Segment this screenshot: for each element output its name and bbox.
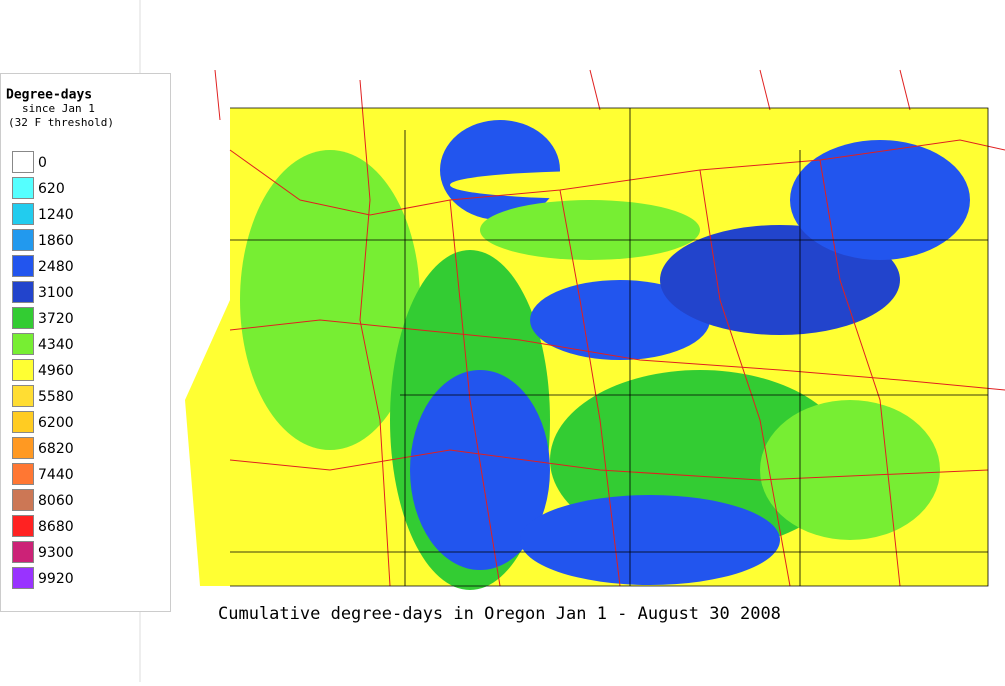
region — [410, 370, 550, 570]
legend-swatch — [12, 203, 34, 225]
coast — [185, 300, 230, 586]
region — [480, 200, 700, 260]
legend-label: 6820 — [38, 441, 74, 457]
legend-label: 620 — [38, 181, 65, 197]
region — [530, 280, 710, 360]
legend-title: Degree-days — [6, 88, 92, 103]
region — [760, 400, 940, 540]
boundaries — [230, 107, 989, 587]
legend-label: 4340 — [38, 337, 74, 353]
legend-label: 8060 — [38, 493, 74, 509]
legend-swatch — [12, 411, 34, 433]
legend-swatch — [12, 333, 34, 355]
legend-swatch — [12, 515, 34, 537]
legend-swatch — [12, 385, 34, 407]
legend-items: 0 620 1240 1860 2480 3100 3720 4340 4960 5580 6200… — [12, 151, 74, 589]
legend-swatch — [12, 463, 34, 485]
region — [240, 150, 420, 450]
legend-swatch — [12, 359, 34, 381]
legend-swatch — [12, 177, 34, 199]
region — [790, 140, 970, 260]
legend-label: 6200 — [38, 415, 74, 431]
legend-swatch — [12, 229, 34, 251]
legend-label: 5580 — [38, 389, 74, 405]
legend-label: 3720 — [38, 311, 74, 327]
map-caption: Cumulative degree-days in Oregon Jan 1 -… — [218, 604, 781, 624]
region — [520, 495, 780, 585]
legend-label: 9920 — [38, 571, 74, 587]
legend-label: 4960 — [38, 363, 74, 379]
legend-label: 2480 — [38, 259, 74, 275]
roads — [214, 69, 1005, 587]
legend-swatch — [12, 437, 34, 459]
legend-label: 0 — [38, 155, 47, 171]
legend-label: 7440 — [38, 467, 74, 483]
legend-label: 1240 — [38, 207, 74, 223]
region — [450, 171, 750, 199]
legend-label: 3100 — [38, 285, 74, 301]
legend-swatch — [12, 151, 34, 173]
legend-swatch — [12, 541, 34, 563]
legend-swatch — [12, 255, 34, 277]
legend-label: 9300 — [38, 545, 74, 561]
legend-swatch — [12, 489, 34, 511]
legend-label: 8680 — [38, 519, 74, 535]
legend-swatch — [12, 567, 34, 589]
map — [185, 69, 1005, 590]
legend-swatch — [12, 281, 34, 303]
legend-subtitle: since Jan 1 — [22, 102, 95, 115]
legend-swatch — [12, 307, 34, 329]
legend-note: (32 F threshold) — [8, 116, 114, 129]
legend-label: 1860 — [38, 233, 74, 249]
